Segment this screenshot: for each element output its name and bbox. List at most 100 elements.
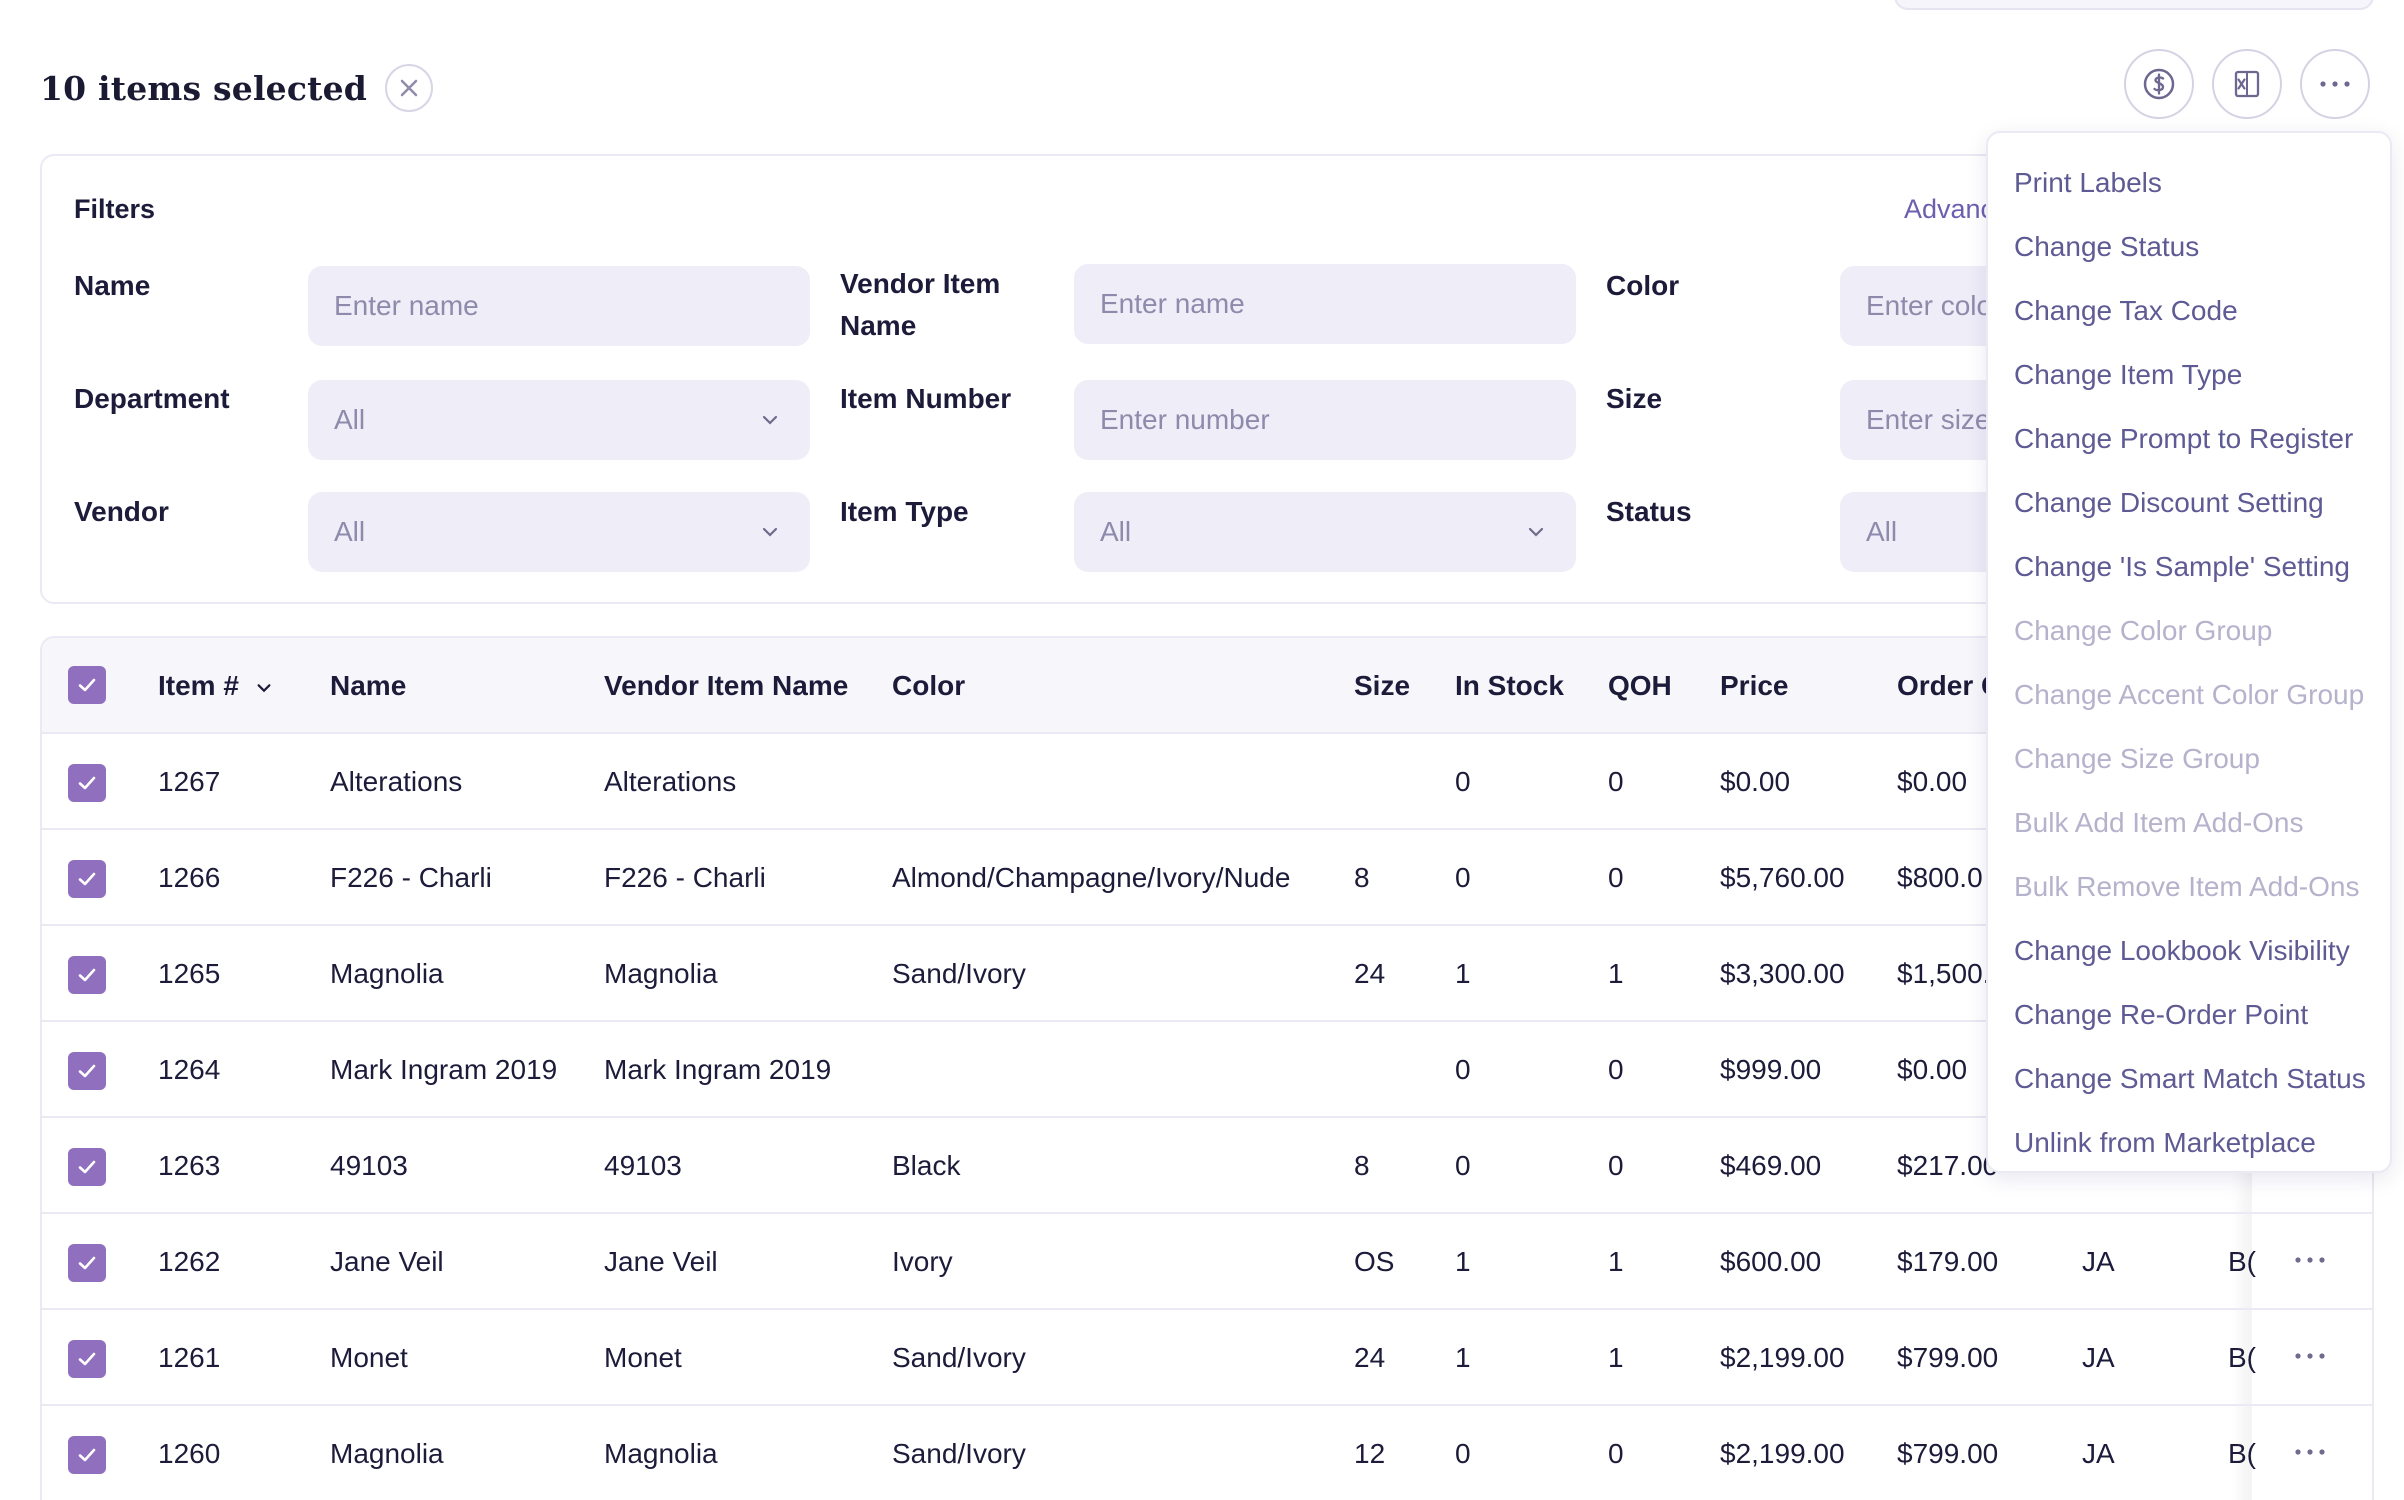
price-action-button[interactable] (2124, 49, 2194, 119)
item-number-filter-label: Item Number (840, 383, 1012, 414)
item-number-field[interactable] (1100, 404, 1576, 436)
selection-header: 10 items selected (40, 62, 434, 114)
ellipsis-icon (2295, 1449, 2325, 1455)
filters-title: Filters (74, 194, 156, 224)
cell-vendor-item-name: F226 - Charli (604, 862, 766, 893)
menu-item-change-tax-code[interactable]: Change Tax Code (2014, 295, 2238, 326)
cell-in-stock: 1 (1455, 1342, 1471, 1373)
menu-item-change-re-order-point[interactable]: Change Re-Order Point (2014, 999, 2309, 1030)
cell-price: $3,300.00 (1720, 958, 1845, 989)
menu-item-print-labels[interactable]: Print Labels (2014, 167, 2162, 198)
cell-order-cost: $179.00 (1897, 1246, 1999, 1277)
cell-order-cost: $0.00 (1897, 766, 1968, 797)
cell-price: $5,760.00 (1720, 862, 1845, 893)
cell-vendor-item-name: Monet (604, 1342, 682, 1373)
item-number-filter-input[interactable] (1074, 380, 1576, 460)
cell-price: $2,199.00 (1720, 1438, 1845, 1469)
cell-name: F226 - Charli (330, 862, 492, 893)
bulk-actions (2124, 49, 2370, 119)
table-row[interactable]: 1263 49103 49103 Black 8 0 0 $469.00 $217.00 (42, 1118, 2372, 1214)
cell-column-10: JA (2082, 1438, 2115, 1469)
cell-in-stock: 1 (1455, 1246, 1471, 1277)
cell-name: 49103 (330, 1150, 408, 1181)
column-header-item-number[interactable]: Item # (158, 638, 273, 734)
menu-item-change-status[interactable]: Change Status (2014, 231, 2200, 262)
row-more-button[interactable] (2292, 1406, 2328, 1500)
close-icon (400, 79, 418, 97)
column-header-name[interactable]: Name (330, 670, 407, 701)
select-all-checkbox[interactable] (68, 666, 106, 704)
menu-item-change-item-type[interactable]: Change Item Type (2014, 359, 2243, 390)
cell-order-cost: $799.00 (1897, 1342, 1999, 1373)
cell-color: Almond/Champagne/Ivory/Nude (892, 862, 1291, 893)
cell-item-number: 1260 (158, 1438, 221, 1469)
column-header-color[interactable]: Color (892, 670, 966, 701)
menu-item-change-smart-match-status[interactable]: Change Smart Match Status (2014, 1063, 2366, 1094)
name-filter-input[interactable] (308, 266, 810, 346)
menu-item-change-accent-color-group: Change Accent Color Group (2014, 679, 2365, 710)
cell-color: Sand/Ivory (892, 1342, 1026, 1373)
advanced-filters-link[interactable]: Advanc (1904, 194, 1995, 224)
cell-in-stock: 1 (1455, 958, 1471, 989)
row-checkbox[interactable] (68, 1340, 106, 1378)
menu-item-bulk-remove-item-add-ons: Bulk Remove Item Add-Ons (2014, 871, 2360, 902)
cell-item-number: 1263 (158, 1150, 221, 1181)
cell-size: 24 (1354, 958, 1386, 989)
ellipsis-icon (2295, 1353, 2325, 1359)
table-row[interactable]: 1265 Magnolia Magnolia Sand/Ivory 24 1 1 $3,300… (42, 926, 2372, 1022)
department-select[interactable]: All (308, 380, 810, 460)
item-type-select[interactable]: All (1074, 492, 1576, 572)
row-checkbox[interactable] (68, 860, 106, 898)
vendor-item-name-field[interactable] (1100, 288, 1576, 320)
table-row[interactable]: 1264 Mark Ingram 2019 Mark Ingram 2019 0 0 $9… (42, 1022, 2372, 1118)
row-checkbox[interactable] (68, 1052, 106, 1090)
table-row[interactable]: 1267 Alterations Alterations 0 0 $0.00 $0.00 (42, 734, 2372, 830)
vendor-item-name-filter-input[interactable] (1074, 264, 1576, 344)
row-checkbox[interactable] (68, 1148, 106, 1186)
cell-price: $469.00 (1720, 1150, 1822, 1181)
table-row[interactable]: 1266 F226 - Charli F226 - Charli Almond/Cha… (42, 830, 2372, 926)
column-header-in-stock[interactable]: In Stock (1455, 670, 1564, 701)
search-bar[interactable] (1894, 0, 2374, 10)
department-select-value: All (334, 404, 366, 435)
menu-item-change-discount-setting[interactable]: Change Discount Setting (2014, 487, 2324, 518)
check-icon (78, 1352, 96, 1366)
name-filter-field[interactable] (334, 290, 810, 322)
menu-item-bulk-add-item-add-ons: Bulk Add Item Add-Ons (2014, 807, 2304, 838)
cell-order-cost: $1,500. (1897, 958, 1991, 989)
column-header-size[interactable]: Size (1354, 670, 1411, 701)
cell-item-number: 1264 (158, 1054, 221, 1085)
menu-item-change-is-sample-setting[interactable]: Change 'Is Sample' Setting (2014, 551, 2350, 582)
menu-item-change-prompt-to-register[interactable]: Change Prompt to Register (2014, 423, 2354, 454)
check-icon (78, 872, 96, 886)
cell-item-number: 1267 (158, 766, 221, 797)
column-header-order-cost[interactable]: Order C (1897, 670, 2002, 701)
chevron-down-icon (762, 527, 778, 537)
menu-item-unlink-from-marketplace[interactable]: Unlink from Marketplace (2014, 1127, 2316, 1158)
export-excel-button[interactable] (2212, 49, 2282, 119)
row-more-button[interactable] (2292, 1214, 2328, 1310)
table-row[interactable]: 1261 Monet Monet Sand/Ivory 24 1 1 $2,199.00 $79… (42, 1310, 2372, 1406)
cell-price: $2,199.00 (1720, 1342, 1845, 1373)
row-checkbox[interactable] (68, 956, 106, 994)
row-more-button[interactable] (2292, 1310, 2328, 1406)
clear-selection-button[interactable] (385, 64, 434, 112)
menu-item-change-lookbook-visibility[interactable]: Change Lookbook Visibility (2014, 935, 2350, 966)
column-header-price[interactable]: Price (1720, 670, 1789, 701)
row-checkbox[interactable] (68, 1244, 106, 1282)
cell-qoh: 1 (1608, 1246, 1624, 1277)
ellipsis-icon (2295, 1257, 2325, 1263)
row-checkbox[interactable] (68, 764, 106, 802)
vendor-select[interactable]: All (308, 492, 810, 572)
column-header-vendor-item-name[interactable]: Vendor Item Name (604, 670, 849, 701)
cell-size: 24 (1354, 1342, 1386, 1373)
column-header-qoh[interactable]: QOH (1608, 670, 1672, 701)
cell-in-stock: 0 (1455, 1054, 1471, 1085)
cell-vendor-item-name: Jane Veil (604, 1246, 718, 1277)
table-row[interactable]: 1260 Magnolia Magnolia Sand/Ivory 12 0 0 $2,199… (42, 1406, 2372, 1500)
table-row[interactable]: 1262 Jane Veil Jane Veil Ivory OS 1 1 $600.00 $1… (42, 1214, 2372, 1310)
cell-in-stock: 0 (1455, 1150, 1471, 1181)
cell-in-stock: 0 (1455, 1438, 1471, 1469)
more-actions-button[interactable] (2300, 49, 2370, 119)
row-checkbox[interactable] (68, 1436, 106, 1474)
